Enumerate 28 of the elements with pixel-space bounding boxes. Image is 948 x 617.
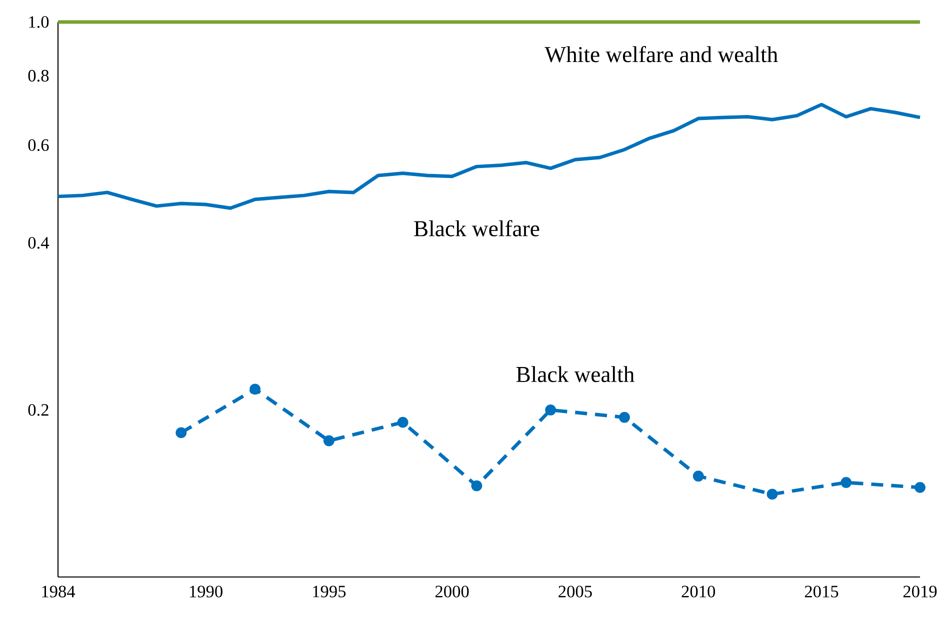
y-tick-label: 0.4 bbox=[28, 236, 50, 249]
point bbox=[766, 488, 778, 500]
point bbox=[471, 480, 482, 492]
point bbox=[914, 482, 926, 493]
point bbox=[250, 384, 260, 395]
point bbox=[176, 427, 187, 438]
point bbox=[397, 416, 408, 428]
point bbox=[692, 470, 704, 482]
point bbox=[619, 412, 630, 423]
point bbox=[545, 404, 556, 416]
point bbox=[840, 477, 852, 488]
x-tick-label: 2010 bbox=[682, 586, 716, 598]
x-tick-label: 2019 bbox=[903, 586, 937, 598]
y-tick-label: 0.8 bbox=[28, 70, 49, 82]
x-tick-label: 1995 bbox=[313, 586, 346, 598]
point bbox=[323, 435, 334, 446]
x-tick-label: 2005 bbox=[558, 586, 592, 598]
text: Black welfare bbox=[414, 220, 540, 236]
y-tick-label: 0.2 bbox=[28, 404, 48, 416]
x-tick-label: 2015 bbox=[804, 586, 838, 598]
x-tick-label: 2000 bbox=[435, 586, 469, 598]
y-tick-label: 0.6 bbox=[28, 139, 49, 152]
y-tick-label: 1.0 bbox=[29, 16, 49, 28]
line-series bbox=[56, 102, 922, 210]
x-tick-label: 1984 bbox=[42, 586, 76, 598]
series-label: Black wealth bbox=[516, 366, 634, 382]
series-label: White welfare and wealth bbox=[544, 46, 778, 62]
x-tick-label: 1990 bbox=[190, 586, 222, 598]
